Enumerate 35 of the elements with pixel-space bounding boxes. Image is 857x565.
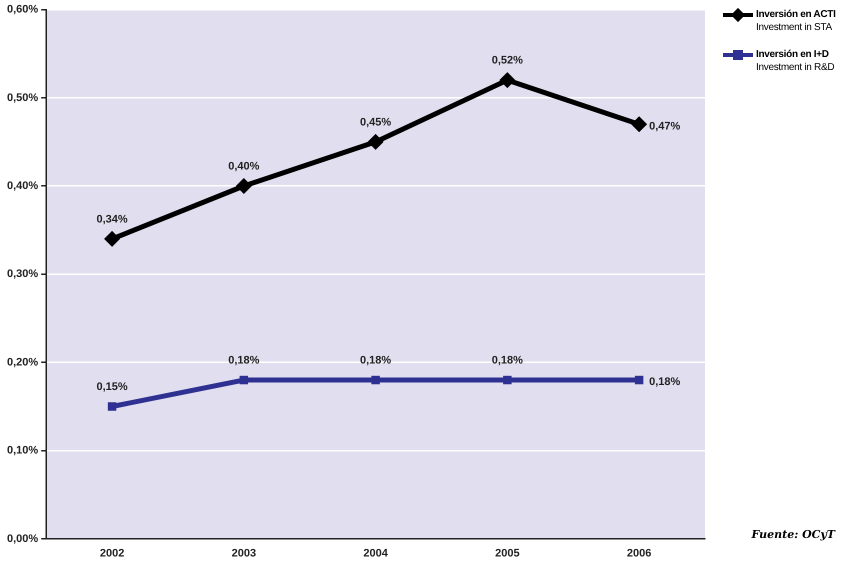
point	[634, 376, 644, 384]
data-label: 0,18%	[649, 376, 681, 388]
data-label: 0,18%	[228, 354, 260, 367]
y-tick-label: 0,10%	[6, 444, 38, 457]
data-label: 0,15%	[96, 381, 128, 394]
legend-label: Inversión en I+D Investment in R&D	[756, 48, 836, 74]
data-label: 0,34%	[96, 213, 128, 226]
x-tick-label: 2006	[626, 547, 652, 560]
point	[503, 376, 512, 384]
x-tick-label: 2002	[100, 547, 124, 560]
y-tick-label: 0,20%	[6, 356, 38, 368]
y-tick-label: 0,00%	[6, 532, 38, 545]
point	[368, 134, 384, 150]
data-label: 0,45%	[360, 116, 392, 128]
x-tick-label: 2005	[495, 547, 520, 560]
x-tick-label: 2004	[363, 547, 389, 560]
y-tick-label: 0,60%	[6, 4, 38, 16]
data-label: 0,52%	[492, 54, 524, 67]
point	[236, 178, 252, 194]
point	[240, 376, 248, 384]
y-tick-label: 0,40%	[6, 180, 38, 192]
y-tick-label: 0,30%	[6, 268, 38, 280]
point	[371, 376, 380, 384]
point	[499, 72, 516, 88]
point	[631, 116, 648, 132]
point	[108, 402, 116, 411]
data-label: 0,47%	[649, 120, 681, 132]
point	[104, 230, 120, 247]
x-tick-label: 2003	[232, 547, 256, 560]
data-label: 0,18%	[360, 354, 392, 367]
source-note: Fuente: OCyT	[752, 528, 835, 541]
data-label: 0,40%	[228, 160, 260, 173]
data-label: 0,18%	[492, 354, 524, 367]
legend-label: Inversión en ACTI Investment in STA	[756, 8, 837, 34]
y-tick-label: 0,50%	[6, 92, 38, 104]
